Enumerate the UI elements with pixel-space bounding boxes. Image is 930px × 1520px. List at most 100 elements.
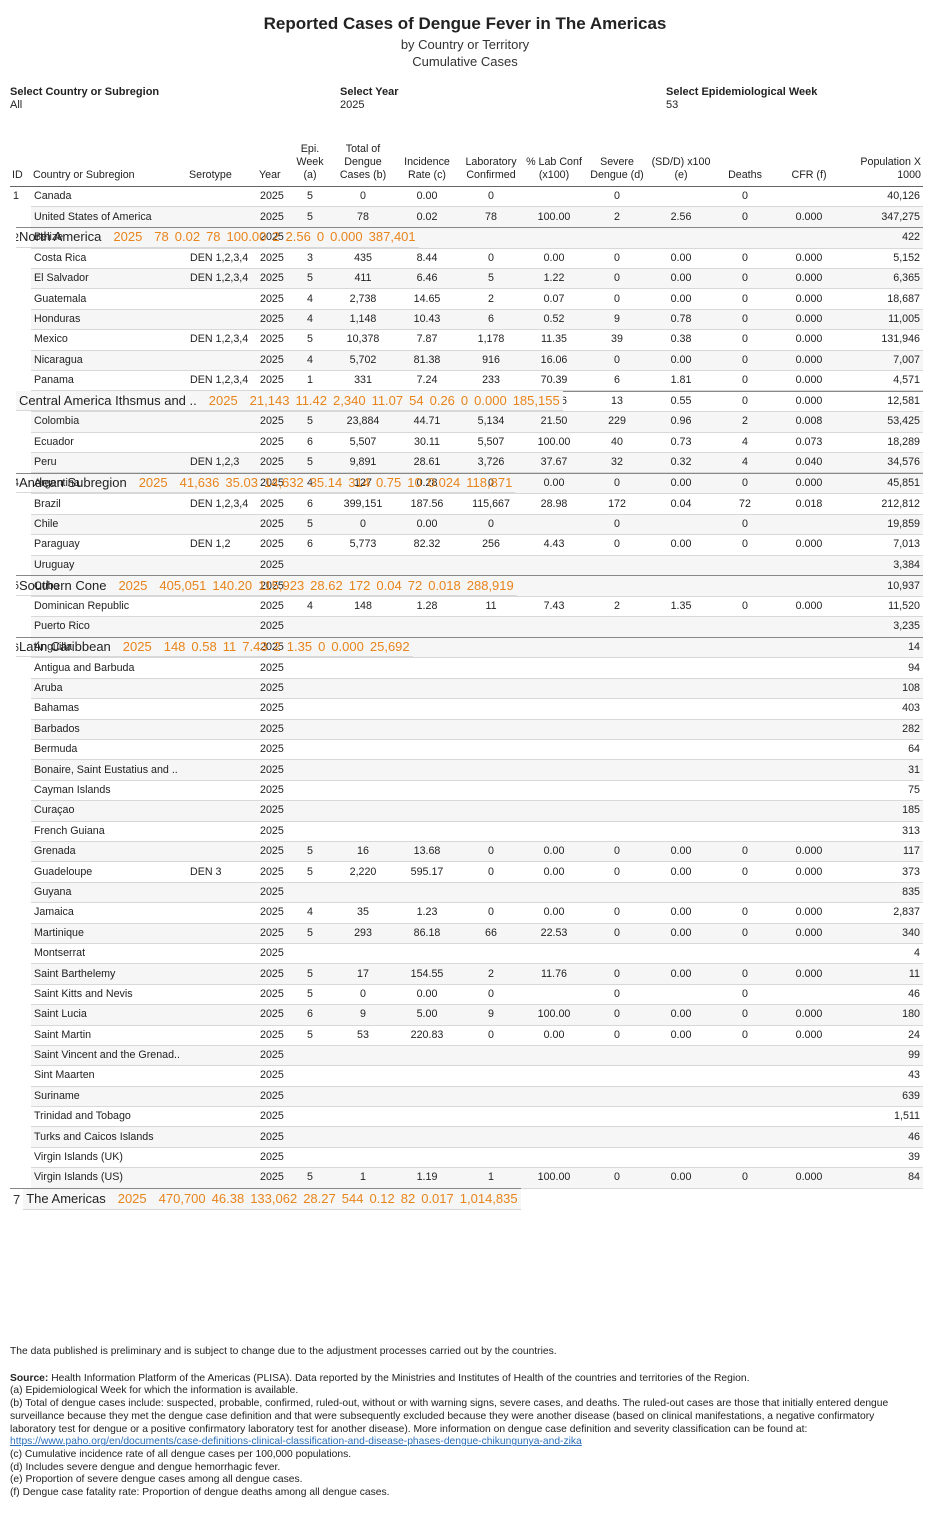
year-cell: 2025: [205, 390, 241, 412]
severe-dengue-cell: [585, 657, 649, 679]
deaths-cell: [713, 1106, 777, 1128]
population-cell: 11,005: [841, 309, 923, 331]
country-filter-value[interactable]: All: [10, 99, 23, 111]
row-id-cell: [10, 882, 31, 903]
header-severe: Severe Dengue (d): [585, 140, 649, 187]
year-cell: 2025: [257, 452, 289, 474]
note-d: (d) Includes severe dengue and dengue he…: [10, 1461, 281, 1473]
pct-lab-conf-cell: 21.50: [523, 411, 585, 433]
serotype-cell: DEN 1,2,3: [187, 452, 257, 474]
epi-week-cell: [289, 698, 331, 720]
epi-week-cell: [289, 678, 331, 700]
deaths-cell: 0: [713, 472, 777, 495]
severe-dengue-cell: 0: [585, 1167, 649, 1189]
incidence-rate-cell: 7.87: [395, 329, 459, 351]
deaths-cell: 82: [397, 1188, 419, 1210]
epi-week-cell: [289, 1086, 331, 1108]
year-filter-value[interactable]: 2025: [340, 99, 365, 111]
sdd-ratio-cell: [649, 637, 713, 659]
deaths-cell: [713, 800, 777, 822]
table-row: Sint Maarten 2025 43: [10, 1065, 923, 1087]
total-cases-cell: 405,051: [156, 575, 210, 596]
incidence-rate-cell: [395, 1106, 459, 1128]
population-cell: 12,581: [841, 390, 923, 413]
lab-confirmed-cell: 2,340: [330, 390, 369, 412]
total-cases-cell: 1: [331, 1167, 395, 1189]
deaths-cell: 10: [404, 472, 425, 494]
cfr-cell: 0.040: [777, 452, 841, 474]
year-cell: 2025: [257, 698, 289, 720]
sdd-ratio-cell: [649, 678, 713, 700]
total-cases-cell: 0: [331, 514, 395, 536]
table-body: 1 Canada 2025 5 0 0.00 0 0 0 40,126 United States …: [10, 185, 923, 1210]
sdd-ratio-cell: [649, 698, 713, 720]
incidence-rate-cell: 44.71: [395, 411, 459, 433]
country-name-cell: Chile: [31, 514, 187, 536]
table-row: Brazil DEN 1,2,3,4 2025 6 399,151 187.56 115,6…: [10, 493, 923, 515]
year-filter[interactable]: Select Year 2025: [340, 86, 399, 111]
epi-week-cell: [145, 227, 152, 248]
pct-lab-conf-cell: 100.00: [523, 1004, 585, 1026]
cfr-cell: [777, 637, 841, 659]
pct-lab-conf-cell: 0.00: [523, 841, 585, 863]
pct-lab-conf-cell: [523, 678, 585, 700]
pct-lab-conf-cell: [523, 759, 585, 781]
country-name-cell: Martinique: [31, 923, 187, 944]
cfr-cell: 0.008: [777, 411, 841, 433]
country-name-cell: Central America Ithsmus and ..: [16, 390, 200, 412]
serotype-cell: [187, 759, 257, 781]
preliminary-note: The data published is preliminary and is…: [10, 1346, 557, 1357]
row-id-cell: [10, 678, 31, 699]
sdd-ratio-cell: 0.00: [649, 248, 713, 270]
pct-lab-conf-cell: [523, 698, 585, 720]
year-cell: 2025: [257, 514, 289, 536]
severe-dengue-cell: 54: [406, 390, 427, 412]
epi-week-cell: 4: [289, 350, 331, 372]
severe-dengue-cell: 0: [585, 984, 649, 1006]
country-filter[interactable]: Select Country or Subregion All: [10, 86, 159, 111]
country-name-cell: Jamaica: [31, 902, 187, 924]
definition-link[interactable]: https://www.paho.org/en/documents/case-d…: [10, 1436, 582, 1448]
population-cell: 5,152: [841, 248, 923, 270]
year-cell: 2025: [114, 1188, 150, 1210]
note-f: (f) Dengue case fatality rate: Proportio…: [10, 1487, 390, 1499]
deaths-cell: 0: [713, 841, 777, 863]
sdd-ratio-cell: 0.00: [649, 963, 713, 985]
serotype-cell: DEN 3: [187, 861, 257, 883]
row-id-cell: [10, 309, 31, 330]
pct-lab-conf-cell: 28.27: [300, 1188, 339, 1210]
note-b: (b) Total of dengue cases include: suspe…: [10, 1398, 889, 1435]
cfr-cell: [777, 1147, 841, 1169]
population-cell: 4,571: [841, 370, 923, 392]
epi-week-cell: 5: [289, 514, 331, 536]
population-cell: 34,576: [841, 452, 923, 474]
sdd-ratio-cell: [649, 575, 713, 597]
lab-confirmed-cell: 1,178: [459, 329, 523, 351]
total-cases-cell: [331, 698, 395, 720]
serotype-cell: [187, 719, 257, 741]
country-name-cell: Virgin Islands (US): [31, 1167, 187, 1189]
lab-confirmed-cell: 11: [459, 596, 523, 618]
year-cell: 2025: [257, 268, 289, 290]
incidence-rate-cell: [395, 719, 459, 741]
total-cases-cell: [331, 1126, 395, 1148]
week-filter-value[interactable]: 53: [666, 99, 679, 111]
week-filter[interactable]: Select Epidemiological Week 53: [666, 86, 817, 111]
population-cell: 2,837: [841, 902, 923, 924]
deaths-cell: 0: [713, 309, 777, 331]
severe-dengue-cell: 0: [585, 1025, 649, 1046]
population-cell: 84: [841, 1167, 923, 1189]
year-cell: 2025: [257, 739, 289, 761]
incidence-rate-cell: 10.43: [395, 309, 459, 331]
table-row: Dominican Republic 2025 4 148 1.28 11 7.43 2 1.3…: [10, 596, 923, 618]
cfr-cell: [777, 1106, 841, 1128]
incidence-rate-cell: [395, 882, 459, 904]
incidence-rate-cell: 595.17: [395, 861, 459, 883]
cfr-cell: 0.000: [777, 350, 841, 372]
population-cell: 18,289: [841, 432, 923, 454]
total-cases-cell: [331, 678, 395, 700]
population-cell: 6,365: [841, 268, 923, 290]
population-cell: 18,687: [841, 288, 923, 310]
lab-confirmed-cell: 0: [459, 984, 523, 1006]
incidence-rate-cell: 140.20: [209, 575, 256, 596]
